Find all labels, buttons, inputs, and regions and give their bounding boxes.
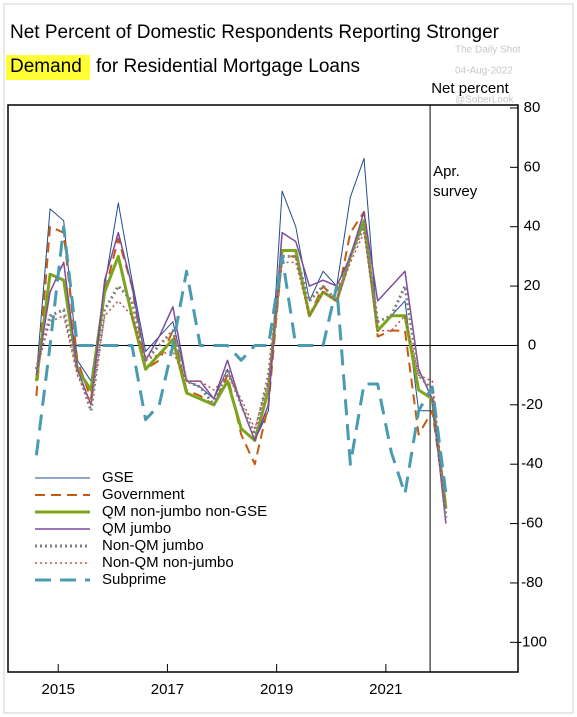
legend-label: Government: [102, 486, 185, 503]
series-line: [35, 210, 447, 509]
legend-label: QM jumbo: [102, 520, 171, 537]
frame: [3, 3, 574, 714]
legend-label: Non-QM jumbo: [102, 537, 204, 554]
y-tick-label: -80: [521, 574, 543, 591]
legend-label: GSE: [102, 469, 134, 486]
x-tick-label: 2019: [260, 681, 293, 698]
legend-label: Non-QM non-jumbo: [102, 554, 234, 571]
y-tick-label: -20: [521, 396, 543, 413]
chart-title: Demand: [10, 56, 82, 77]
annotation: survey: [433, 183, 478, 200]
y-tick-label: 20: [524, 277, 541, 294]
legend-label: Subprime: [102, 571, 166, 588]
y-tick-label: -40: [521, 455, 543, 472]
chart-title: for Residential Mortgage Loans: [96, 56, 360, 77]
y-tick-label: 80: [524, 99, 541, 116]
y-tick-label: 60: [524, 158, 541, 175]
chart-title: Net Percent of Domestic Respondents Repo…: [10, 22, 500, 43]
series-line: [34, 225, 448, 518]
watermark: 04-Aug-2022: [455, 66, 513, 77]
x-tick-label: 2021: [369, 681, 402, 698]
watermark: The Daily Shot: [455, 45, 521, 56]
x-tick-label: 2017: [151, 681, 184, 698]
series-line: [35, 211, 447, 524]
y-tick-label: -60: [521, 515, 543, 532]
series-line: [34, 225, 448, 496]
legend-label: QM non-jumbo non-GSE: [102, 503, 267, 520]
series-line: [35, 231, 447, 509]
plot-border: [7, 104, 519, 673]
y-axis-label: Net percent: [431, 80, 509, 97]
x-tick-label: 2015: [42, 681, 75, 698]
series-line: [35, 157, 447, 500]
y-tick-label: 40: [524, 218, 541, 235]
annotation: Apr.: [433, 163, 460, 180]
y-tick-label: 0: [528, 336, 536, 353]
watermark: @SoberLook: [455, 95, 515, 106]
y-tick-label: -100: [517, 633, 547, 650]
title-highlight: [6, 55, 90, 80]
